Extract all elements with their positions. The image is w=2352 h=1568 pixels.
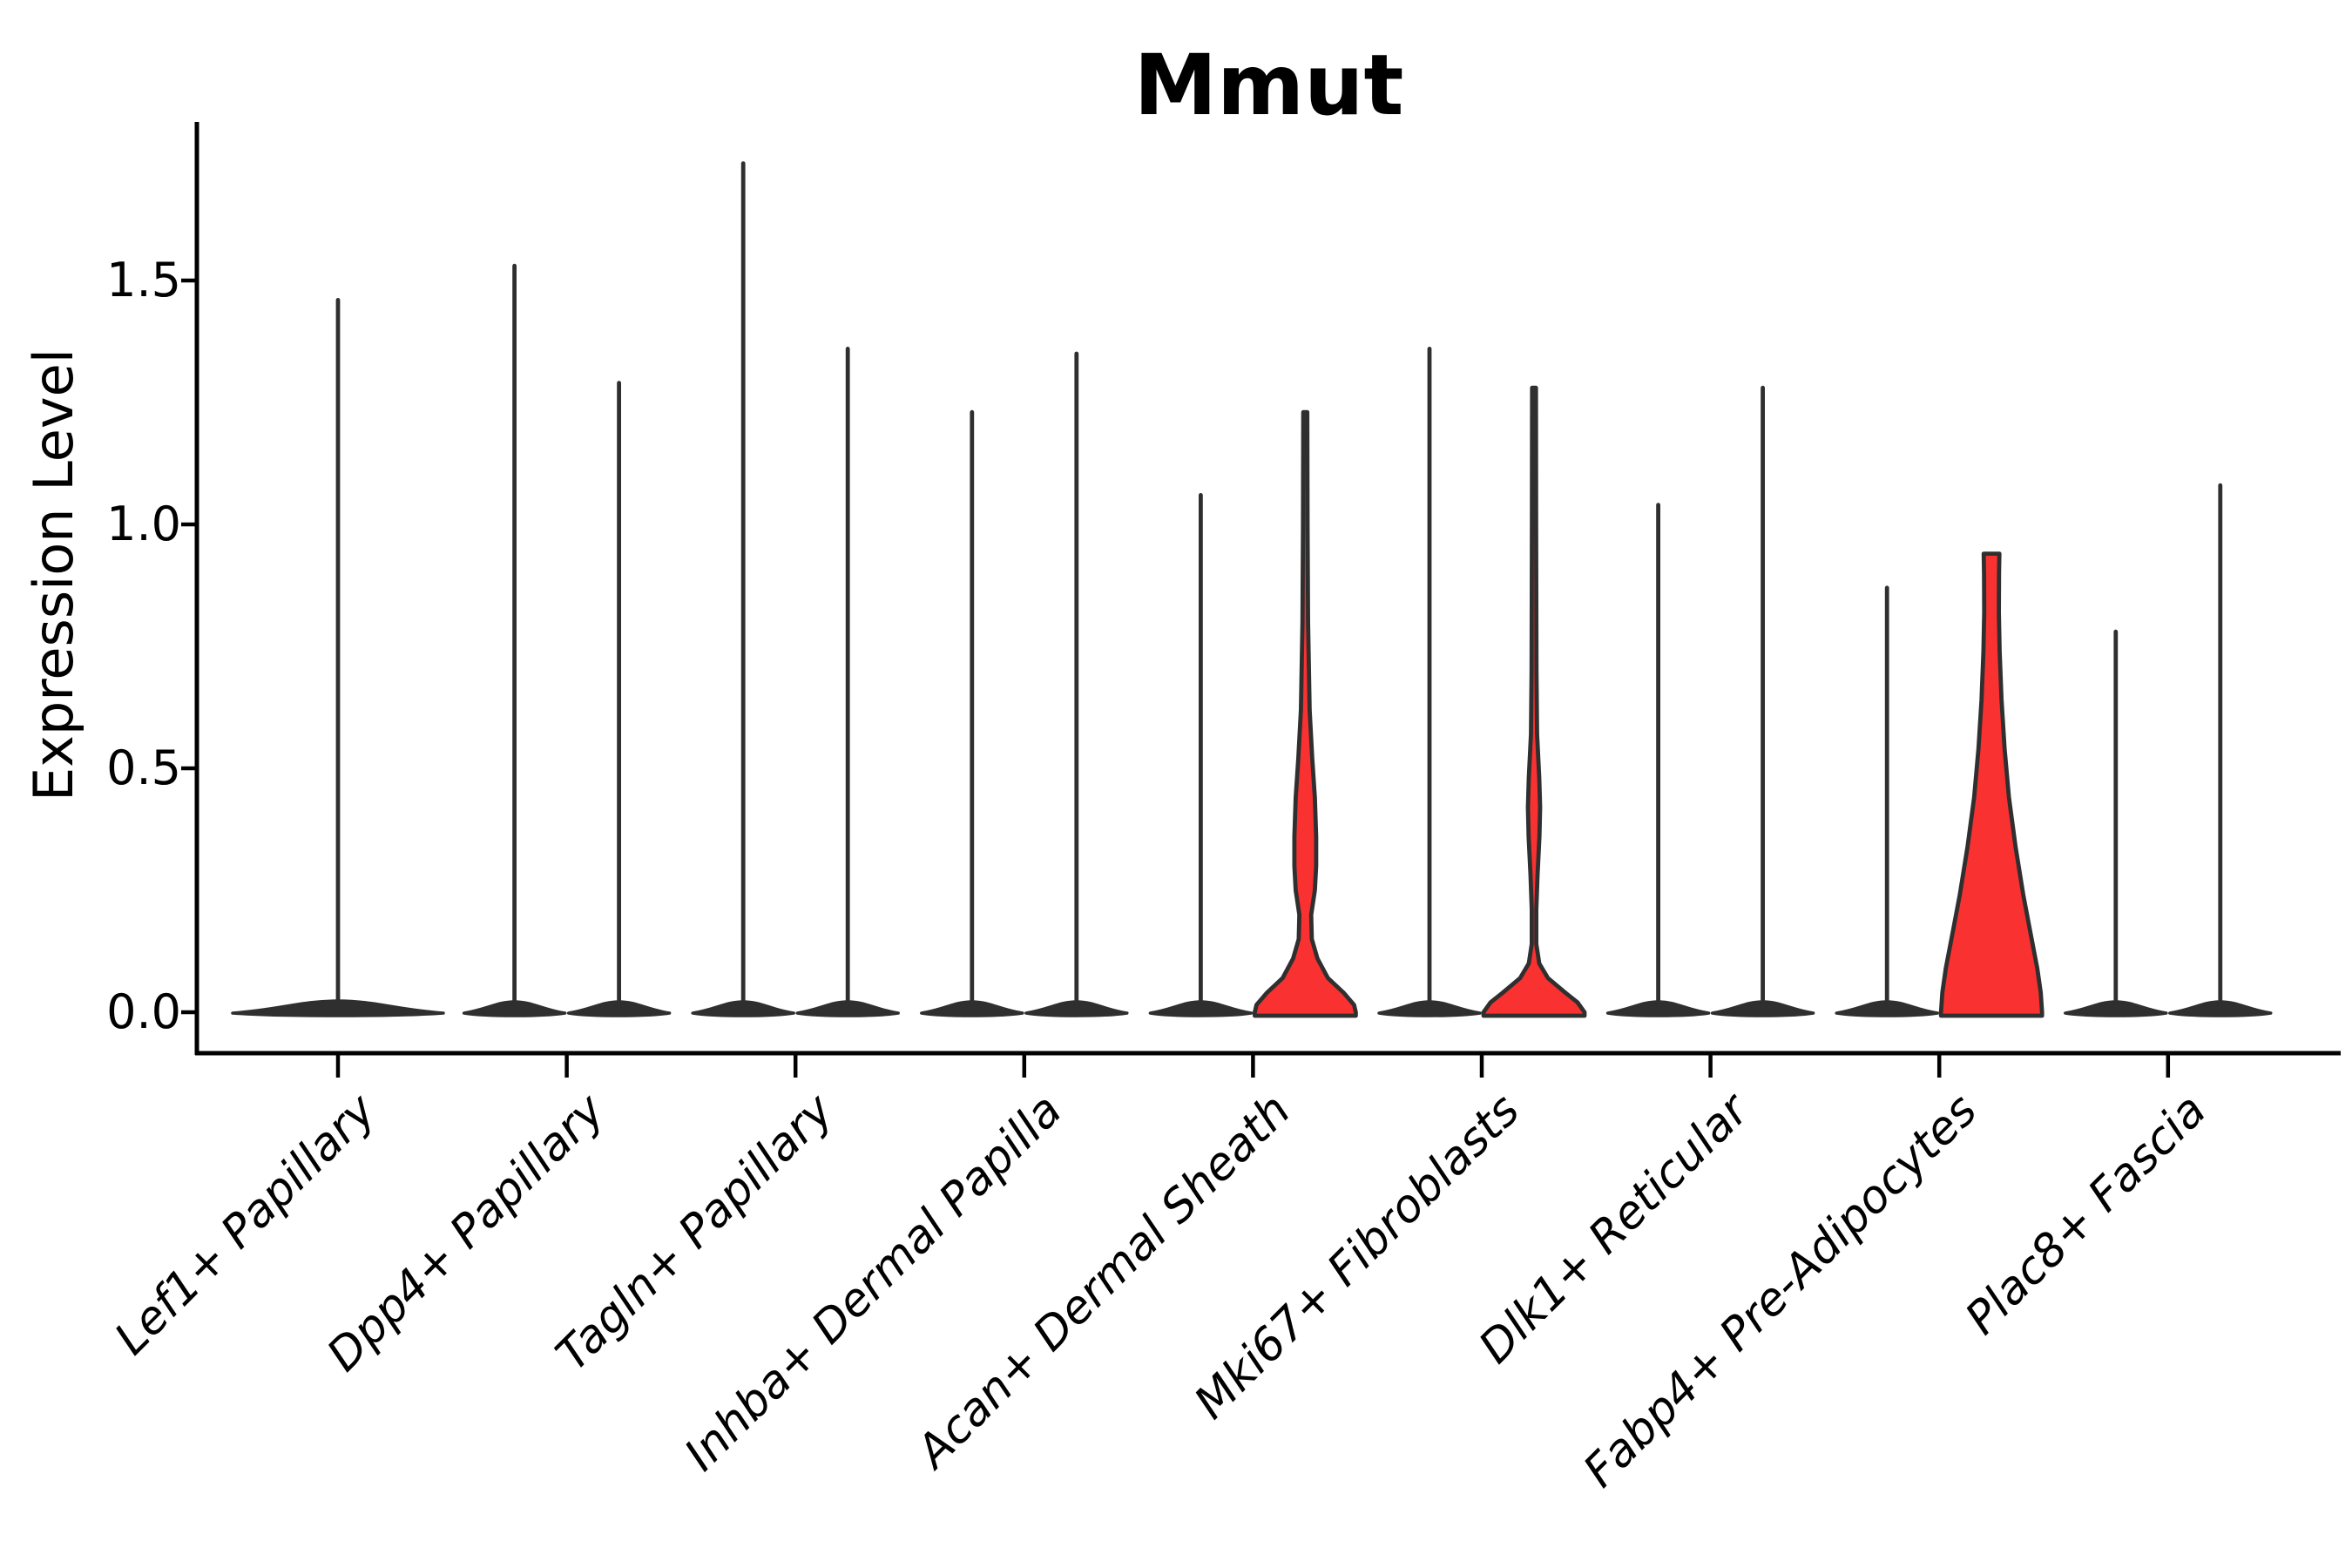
violin-highlighted [1938, 551, 2044, 1018]
y-tick-label: 0.5 [106, 740, 181, 795]
violin-highlighted [1481, 385, 1587, 1018]
violin-highlighted [1253, 409, 1358, 1018]
y-axis-label: Expression Level [22, 348, 85, 801]
chart-title: Mmut [1133, 37, 1404, 134]
y-tick-label: 0.0 [106, 984, 181, 1039]
y-tick-label: 1.5 [106, 253, 181, 308]
y-tick-label: 1.0 [106, 497, 181, 551]
